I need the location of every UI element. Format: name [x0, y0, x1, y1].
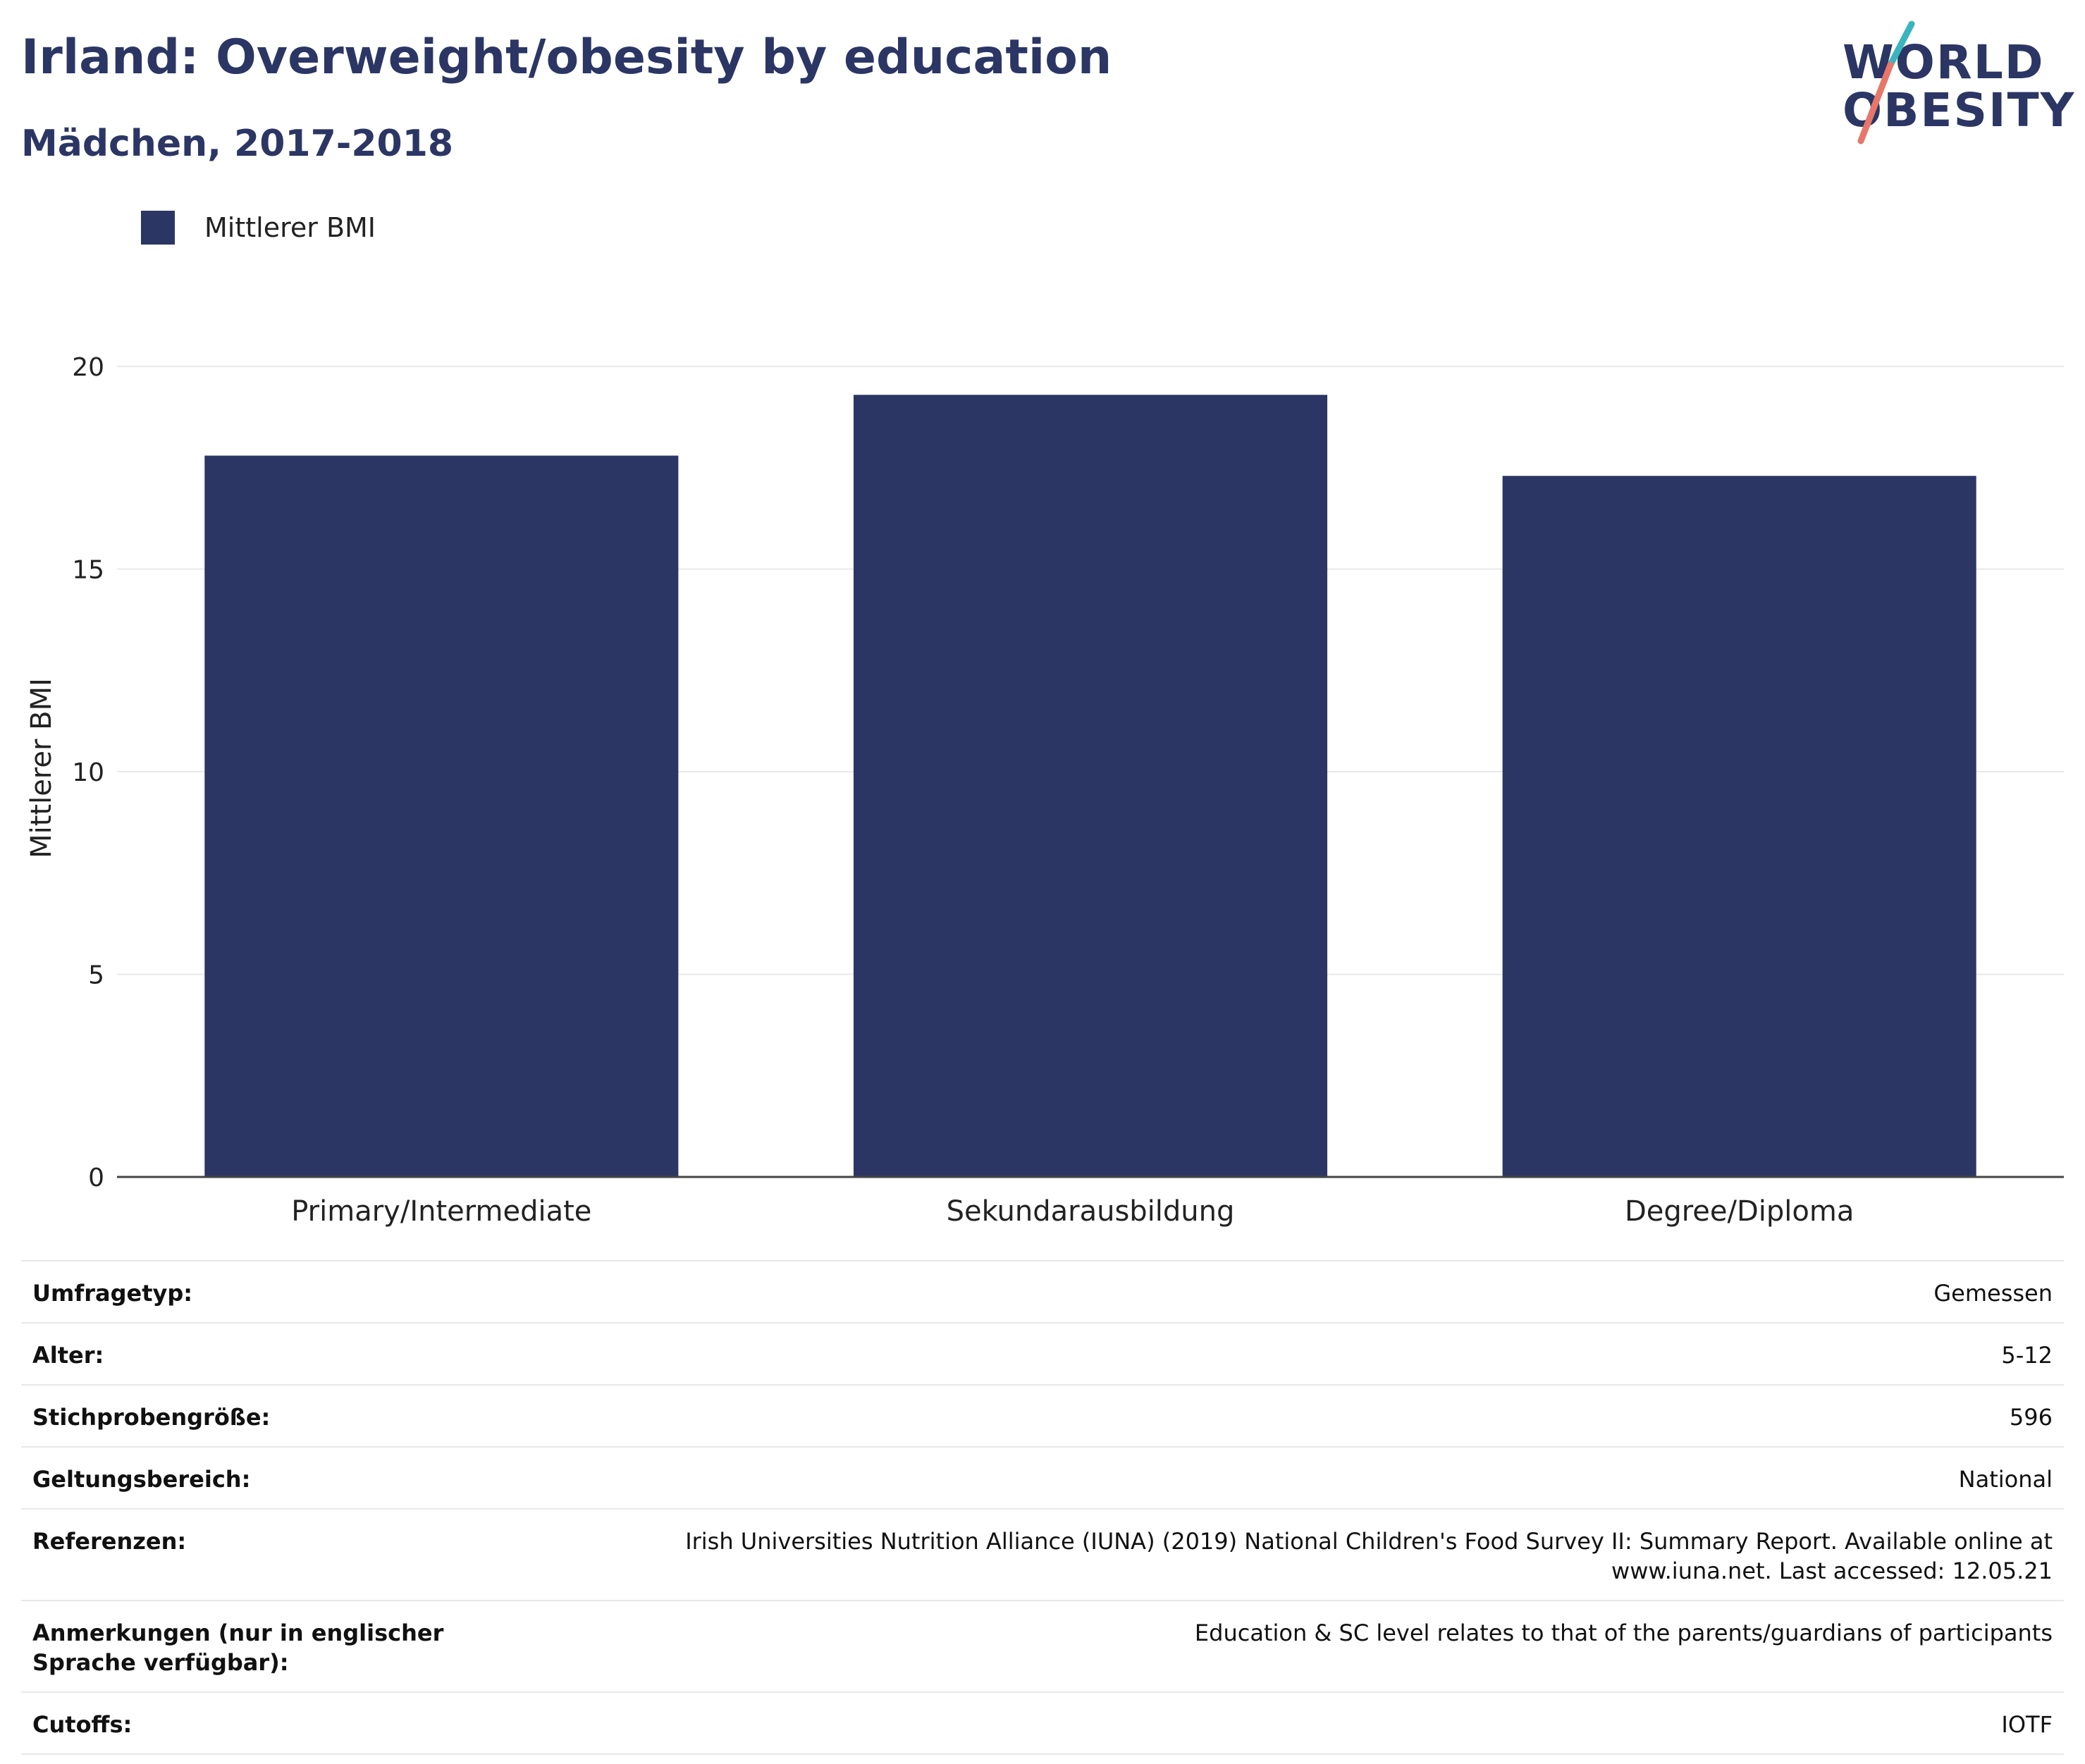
bar-chart: 0 5 10 15 20 Primary/Intermediate Sekundarausb…: [25, 353, 2064, 1228]
y-axis-title: Mittlerer BMI: [25, 678, 58, 858]
meta-value: National: [1958, 1466, 2053, 1493]
y-tick-label: 0: [88, 1164, 104, 1192]
chart-legend: Mittlerer BMI: [141, 210, 376, 245]
bar: [1502, 476, 1976, 1177]
meta-label: Alter:: [32, 1342, 104, 1369]
meta-value: 5-12: [2001, 1342, 2053, 1369]
logo-text-line1: WORLD: [1843, 35, 2045, 90]
axes: 0 5 10 15 20 Primary/Intermediate Sekundarausb…: [72, 353, 2064, 1228]
chart-title: Irland: Overweight/obesity by education: [21, 30, 1112, 85]
y-tick-label: 15: [72, 556, 104, 585]
meta-value: Education & SC level relates to that of …: [1194, 1620, 2053, 1646]
meta-row-notes: Anmerkungen (nur in englischer Sprache v…: [21, 1600, 2064, 1691]
legend-label: Mittlerer BMI: [204, 212, 376, 243]
x-tick-label: Degree/Diploma: [1625, 1195, 1854, 1228]
meta-row-coverage: Geltungsbereich: National: [21, 1446, 2064, 1508]
bar: [853, 395, 1328, 1177]
meta-value: Gemessen: [1933, 1280, 2053, 1307]
chart-subtitle: Mädchen, 2017-2018: [21, 123, 454, 165]
meta-value: Irish Universities Nutrition Alliance (I…: [685, 1528, 2053, 1584]
meta-row-age: Alter: 5-12: [21, 1322, 2064, 1384]
meta-label: Referenzen:: [32, 1528, 187, 1555]
meta-row-cutoffs: Cutoffs: IOTF: [21, 1691, 2064, 1755]
bar: [204, 455, 679, 1177]
meta-label: Umfragetyp:: [32, 1280, 193, 1307]
y-tick-label: 5: [88, 961, 104, 990]
meta-row-references: Referenzen: Irish Universities Nutrition…: [21, 1508, 2064, 1600]
meta-row-sample-size: Stichprobengröße: 596: [21, 1384, 2064, 1446]
meta-label: Cutoffs:: [32, 1711, 133, 1738]
x-tick-label: Sekundarausbildung: [947, 1195, 1235, 1228]
y-tick-label: 10: [72, 758, 104, 787]
logo-slash-icon: [1857, 21, 1915, 144]
meta-label: Geltungsbereich:: [32, 1466, 251, 1493]
meta-value: IOTF: [2001, 1711, 2053, 1738]
meta-value: 596: [2009, 1404, 2053, 1431]
bars: [204, 395, 1976, 1177]
metadata-table: Umfragetyp: Gemessen Alter: 5-12 Stichpr…: [21, 1260, 2064, 1755]
world-obesity-logo: WORLD OBESITY: [1833, 21, 2074, 148]
x-tick-label: Primary/Intermediate: [291, 1195, 591, 1228]
meta-label: Stichprobengröße:: [32, 1404, 271, 1431]
meta-row-survey-type: Umfragetyp: Gemessen: [21, 1260, 2064, 1322]
meta-label: Anmerkungen (nur in englischer Sprache v…: [32, 1620, 444, 1676]
y-tick-label: 20: [72, 353, 104, 382]
legend-swatch: [141, 211, 175, 245]
